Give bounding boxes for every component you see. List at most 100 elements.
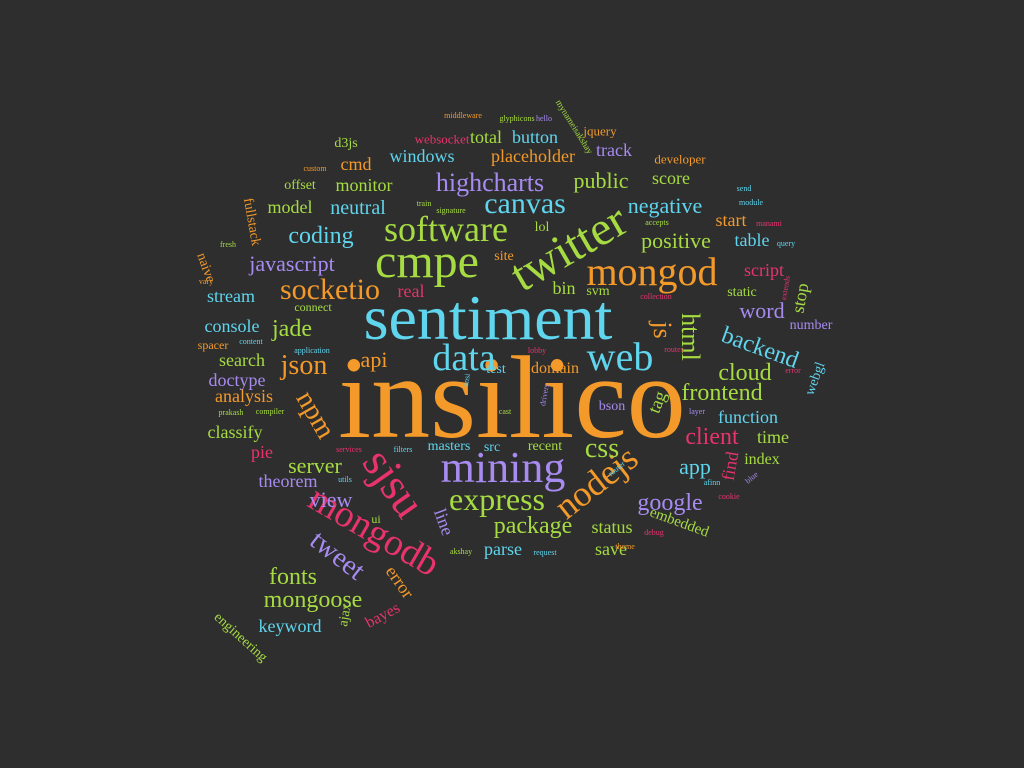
cloud-word-57: console [204,316,260,336]
cloud-word-89: svm [586,284,610,299]
cloud-word-123: debug [644,528,664,537]
cloud-word-111: module [739,198,763,207]
cloud-word-18: highcharts [435,168,545,197]
cloud-word-121: request [533,548,557,557]
cloud-word-32: javascript [249,251,335,276]
cloud-word-52: table [734,230,770,250]
cloud-word-115: vary [198,277,214,286]
cloud-word-58: search [219,350,265,370]
cloud-word-116: content [239,337,263,346]
cloud-word-93: spacer [197,338,229,352]
cloud-word-92: connect [294,300,332,314]
cloud-word-96: offset [284,178,316,193]
cloud-word-49: score [652,168,690,188]
cloud-word-129: cast [498,407,512,416]
cloud-word-90: lol [534,220,550,235]
cloud-word-61: classify [207,422,263,442]
cloud-word-6: web [586,334,654,379]
cloud-word-73: bayes [362,599,403,632]
cloud-word-56: bin [552,278,576,298]
cloud-word-53: script [744,260,784,280]
cloud-word-30: fonts [269,564,317,590]
cloud-word-127: services [336,445,362,454]
cloud-word-47: monitor [335,175,393,195]
cloud-word-91: site [494,249,514,264]
cloud-word-135: routes [664,345,684,354]
cloud-word-63: theorem [258,471,318,491]
cloud-word-83: bson [598,399,626,414]
cloud-word-117: application [294,346,330,355]
cloud-word-128: utils [338,475,352,484]
cloud-word-95: fullstack [239,196,264,247]
cloud-word-78: masters [427,439,471,454]
cloud-word-21: js [648,321,677,339]
cloud-word-112: manami [756,219,782,228]
cloud-word-124: cookie [718,492,740,501]
cloud-word-37: app [679,454,711,479]
cloud-word-15: npm [289,385,342,445]
cloud-word-60: analysis [215,386,273,406]
cloud-word-69: parse [484,539,522,559]
cloud-word-132: error [785,366,801,375]
cloud-word-12: express [449,481,545,517]
cloud-word-65: time [757,427,789,447]
cloud-word-99: jquery [583,123,617,139]
cloud-word-36: word [739,298,785,323]
cloud-word-118: prakash [218,408,244,417]
cloud-word-68: save [595,539,627,559]
cloud-word-104: hello [536,114,552,123]
cloud-word-54: stream [207,286,255,306]
cloud-word-138: blue [743,469,760,486]
cloud-word-4: mongod [586,249,718,294]
cloud-word-40: api [360,347,388,372]
cloud-word-80: recent [527,439,563,454]
cloud-word-101: ui [371,512,381,526]
cloud-word-88: static [727,285,757,300]
cloud-word-103: glyphicons [499,114,535,123]
cloud-word-55: real [397,281,425,301]
cloud-word-122: theme [615,542,635,551]
cloud-word-13: socketio [280,273,380,306]
cloud-word-67: status [591,517,633,537]
cloud-word-64: function [718,407,778,427]
cloud-word-10: software [384,209,508,249]
cloud-word-102: middleware [444,111,482,120]
cloud-word-26: google [637,490,703,516]
cloud-word-107: train [416,199,432,208]
cloud-word-77: domain [531,360,579,377]
cloud-word-109: accepts [645,218,669,227]
cloud-word-108: signature [436,206,466,215]
cloud-word-126: filters [393,445,413,454]
cloud-word-0: insilico [338,332,686,463]
cloud-word-19: jade [272,316,312,342]
cloud-word-119: compiler [255,407,285,416]
cloud-word-87: number [789,318,833,333]
cloud-word-59: doctype [208,370,266,390]
cloud-word-114: fresh [220,240,236,249]
cloud-word-120: akshay [449,547,473,556]
cloud-word-45: button [511,127,559,147]
cloud-word-25: cloud [718,360,772,386]
cloud-word-66: index [744,451,780,468]
cloud-word-125: afinn [703,478,721,487]
cloud-word-62: pie [251,442,273,462]
cloud-word-14: json [280,350,328,381]
cloud-word-9: data [432,337,496,379]
cloud-word-71: keyword [258,616,322,636]
cloud-word-29: mongoose [263,587,363,613]
cloud-word-113: query [776,239,796,248]
cloud-word-28: package [493,513,573,539]
cloud-word-86: webgl [802,360,829,398]
cloud-word-136: lobby [527,346,547,355]
cloud-word-24: frontend [681,380,763,406]
cloud-word-134: collection [640,292,672,301]
cloud-word-5: cmpe [375,235,479,288]
cloud-word-1: sentiment [363,282,613,353]
cloud-word-42: placeholder [491,146,575,166]
cloud-word-110: send [736,184,752,193]
cloud-word-22: css [584,433,620,464]
cloud-word-34: positive [641,228,711,253]
cloud-word-106: custom [303,164,327,173]
cloud-word-97: d3js [334,136,358,151]
